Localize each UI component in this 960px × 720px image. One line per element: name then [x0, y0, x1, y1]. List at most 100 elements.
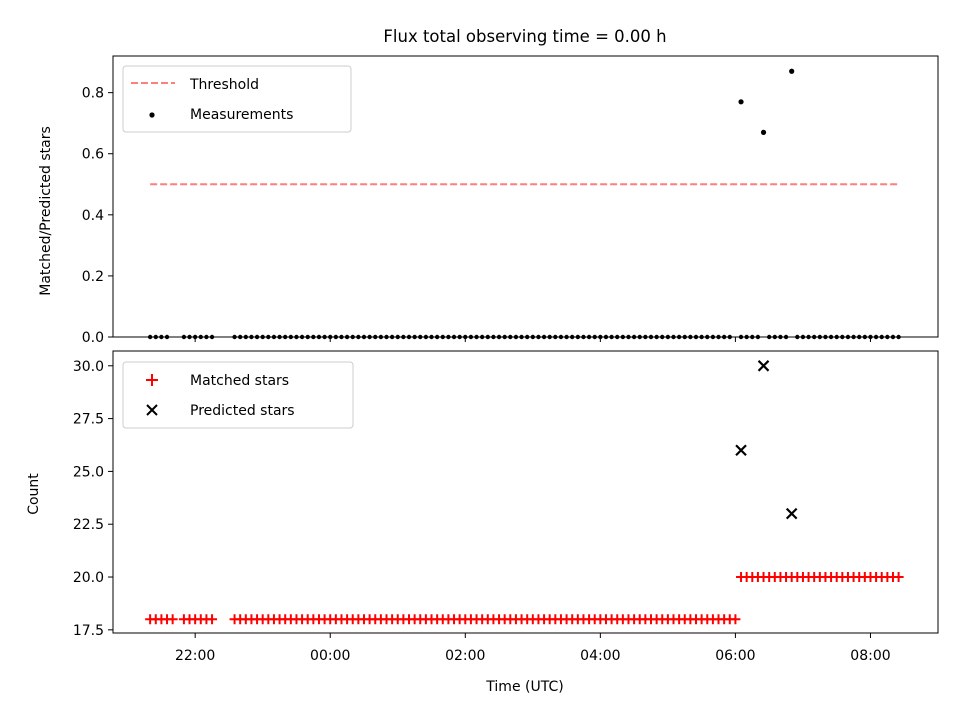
- bottom-legend: Matched stars Predicted stars: [122, 361, 354, 429]
- measurement-point: [434, 334, 440, 340]
- measurement-point: [620, 334, 626, 340]
- measurement-point: [384, 334, 389, 340]
- top-y-tick-label: 0.4: [82, 208, 104, 224]
- measurement-point: [316, 334, 322, 340]
- measurement-point: [857, 334, 862, 340]
- measurement-point: [153, 334, 158, 340]
- top-y-tick-label: 0.8: [82, 86, 104, 102]
- measurement-point: [513, 334, 519, 340]
- measurement-point: [344, 334, 350, 340]
- measurement-point: [795, 334, 800, 340]
- measurement-point: [890, 334, 896, 340]
- measurement-point: [783, 334, 789, 340]
- measurement-point: [288, 334, 294, 340]
- measurement-point: [845, 334, 851, 340]
- measurement-point: [873, 334, 879, 340]
- measurement-point: [564, 334, 569, 340]
- top-y-tick-label: 0.6: [82, 147, 104, 163]
- bottom-y-tick-label: 17.5: [73, 623, 104, 639]
- measurement-point: [896, 334, 901, 340]
- measurement-point: [654, 334, 659, 340]
- measurement-point: [766, 334, 772, 340]
- matched-star-point: [207, 614, 218, 625]
- measurement-point: [823, 334, 828, 340]
- measurement-point: [147, 334, 153, 340]
- x-tick-label: 00:00: [310, 648, 350, 664]
- measurement-point: [760, 129, 767, 135]
- measurement-point: [716, 334, 721, 340]
- measurement-point: [378, 334, 384, 340]
- measurement-point: [519, 334, 524, 340]
- measurement-point: [581, 334, 586, 340]
- measurement-point: [485, 334, 490, 340]
- x-tick-label: 08:00: [850, 648, 890, 664]
- measurement-point: [721, 334, 727, 340]
- predicted-star-point: [757, 360, 770, 372]
- measurement-point: [806, 334, 811, 340]
- measurement-point: [536, 334, 541, 340]
- measurement-point: [491, 334, 496, 340]
- x-tick-label: 02:00: [445, 648, 485, 664]
- measurement-point: [789, 68, 795, 74]
- measurement-point: [333, 334, 339, 340]
- measurement-point: [412, 334, 417, 340]
- measurement-point: [828, 334, 834, 340]
- measurement-point: [468, 334, 474, 340]
- measurement-point: [524, 334, 530, 340]
- matched-star-point: [893, 572, 904, 583]
- measurement-point: [181, 334, 187, 340]
- measurement-point: [800, 334, 806, 340]
- measurement-point: [164, 334, 170, 340]
- measurement-point: [446, 334, 451, 340]
- x-tick-label: 04:00: [580, 648, 620, 664]
- measurement-point: [243, 334, 249, 340]
- measurement-point: [350, 334, 355, 340]
- measurement-point: [451, 334, 457, 340]
- measurement-point: [693, 334, 699, 340]
- measurement-point: [862, 334, 868, 340]
- measurements-legend-label: Measurements: [190, 107, 293, 123]
- measurement-point: [361, 334, 367, 340]
- measurement-point: [648, 334, 654, 340]
- measurement-point: [558, 334, 564, 340]
- measurement-point: [508, 334, 513, 340]
- chart-title: Flux total observing time = 0.00 h: [383, 27, 666, 46]
- measurement-point: [271, 334, 277, 340]
- x-axis-label: Time (UTC): [485, 679, 563, 695]
- measurement-point: [586, 334, 592, 340]
- measurement-point: [463, 334, 468, 340]
- measurement-point: [204, 334, 209, 340]
- measurement-point: [727, 334, 732, 340]
- measurement-point: [277, 334, 282, 340]
- bottom-y-axis-label: Count: [26, 473, 42, 515]
- measurement-point: [209, 334, 215, 340]
- measurement-point: [631, 334, 637, 340]
- measurement-point: [322, 334, 327, 340]
- top-legend-frame: [122, 65, 352, 133]
- bottom-y-tick-label: 20.0: [73, 570, 104, 586]
- measurement-point: [553, 334, 558, 340]
- measurement-point: [772, 334, 778, 340]
- bottom-y-tick-label: 25.0: [73, 464, 104, 480]
- measurement-point: [575, 334, 581, 340]
- measurement-point: [479, 334, 485, 340]
- bottom-y-tick-label: 27.5: [73, 412, 104, 428]
- measurement-point: [676, 334, 682, 340]
- measurement-point: [609, 334, 614, 340]
- measurement-point: [283, 334, 288, 340]
- measurement-point: [615, 334, 620, 340]
- measurement-point: [868, 334, 873, 340]
- measurement-point: [232, 334, 237, 340]
- measurement-point: [755, 334, 761, 340]
- measurement-point: [254, 334, 260, 340]
- measurement-point: [811, 334, 817, 340]
- x-tick-label: 06:00: [715, 648, 755, 664]
- measurement-point: [626, 334, 631, 340]
- measurement-point: [530, 334, 536, 340]
- measurement-point: [440, 334, 445, 340]
- measurement-point: [389, 334, 395, 340]
- measurement-point: [367, 334, 372, 340]
- measurement-point: [373, 334, 378, 340]
- measurement-point: [750, 334, 755, 340]
